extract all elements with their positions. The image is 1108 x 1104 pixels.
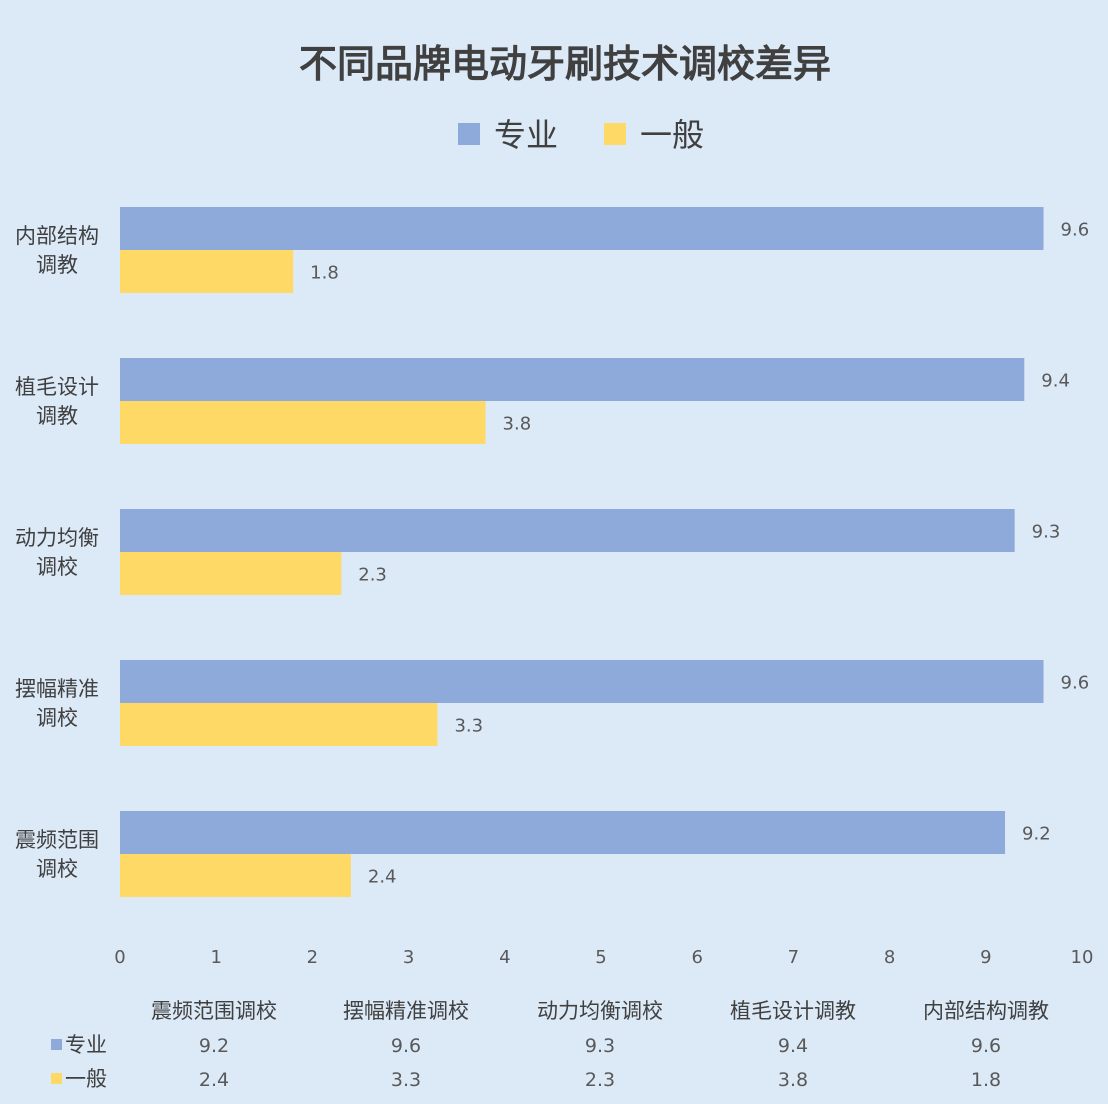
- x-tick-label-10: 10: [1071, 947, 1094, 968]
- category-label-2-0: 动力均衡: [15, 526, 99, 550]
- table-cell-0-3: 9.4: [778, 1035, 808, 1057]
- bars-group: 9.6 1.8 9.4 3.8 9.3 2.3 9.6 3.3 9.2 2.4: [120, 207, 1089, 897]
- x-tick-label-6: 6: [691, 947, 702, 968]
- value-label-0-0: 9.6: [1061, 220, 1090, 241]
- table-series-label-1: 一般: [65, 1067, 107, 1091]
- x-tick-label-8: 8: [884, 947, 895, 968]
- category-label-4-1: 调校: [36, 857, 78, 881]
- value-label-0-3: 9.6: [1061, 673, 1090, 694]
- category-label-3-0: 摆幅精准: [15, 677, 99, 701]
- bar-0-4: [120, 811, 1005, 854]
- table-header-1: 摆幅精准调校: [343, 999, 469, 1023]
- category-label-3-1: 调校: [36, 706, 78, 730]
- table-cell-1-2: 2.3: [585, 1069, 615, 1091]
- bar-1-0: [120, 250, 293, 293]
- legend-swatch-1: [604, 123, 626, 145]
- value-label-1-1: 3.8: [503, 414, 532, 435]
- table-cell-1-0: 2.4: [199, 1069, 229, 1091]
- x-tick-label-9: 9: [980, 947, 991, 968]
- table-header-0: 震频范围调校: [151, 999, 277, 1023]
- table-header-3: 植毛设计调教: [730, 999, 856, 1023]
- bar-0-2: [120, 509, 1015, 552]
- bar-1-2: [120, 552, 341, 595]
- table-header-2: 动力均衡调校: [537, 999, 663, 1023]
- table-cell-1-3: 3.8: [778, 1069, 808, 1091]
- x-axis: 0 1 2 3 4 5 6 7 8 9 10: [114, 947, 1093, 968]
- table-cell-0-2: 9.3: [585, 1035, 615, 1057]
- bar-1-4: [120, 854, 351, 897]
- value-label-1-2: 2.3: [358, 565, 387, 586]
- bar-0-3: [120, 660, 1044, 703]
- category-label-2-1: 调校: [36, 555, 78, 579]
- category-label-4-0: 震频范围: [15, 828, 99, 852]
- legend: 专业 一般: [458, 116, 704, 154]
- table-cell-1-1: 3.3: [391, 1069, 421, 1091]
- table-cell-1-4: 1.8: [971, 1069, 1001, 1091]
- bar-1-3: [120, 703, 437, 746]
- table-cell-0-4: 9.6: [971, 1035, 1001, 1057]
- x-tick-label-4: 4: [499, 947, 510, 968]
- legend-swatch-0: [458, 123, 480, 145]
- x-tick-label-0: 0: [114, 947, 125, 968]
- value-label-0-4: 9.2: [1022, 824, 1051, 845]
- table-cell-0-0: 9.2: [199, 1035, 229, 1057]
- category-label-0-1: 调教: [36, 253, 78, 277]
- legend-label-1: 一般: [640, 116, 704, 154]
- category-label-0-0: 内部结构: [15, 224, 99, 248]
- value-label-0-1: 9.4: [1041, 371, 1070, 392]
- bar-1-1: [120, 401, 486, 444]
- x-tick-label-3: 3: [403, 947, 414, 968]
- value-label-1-0: 1.8: [310, 263, 339, 284]
- table-legend-swatch-1: [51, 1073, 62, 1084]
- x-tick-label-5: 5: [595, 947, 606, 968]
- x-tick-label-2: 2: [307, 947, 318, 968]
- category-label-1-0: 植毛设计: [15, 375, 99, 399]
- value-label-1-3: 3.3: [454, 716, 483, 737]
- table-header-4: 内部结构调教: [923, 999, 1049, 1023]
- table-cell-0-1: 9.6: [391, 1035, 421, 1057]
- chart-title: 不同品牌电动牙刷技术调校差异: [299, 42, 831, 86]
- value-label-0-2: 9.3: [1032, 522, 1061, 543]
- legend-label-0: 专业: [494, 116, 558, 154]
- table-series-label-0: 专业: [65, 1033, 107, 1057]
- x-tick-label-7: 7: [788, 947, 799, 968]
- bar-0-0: [120, 207, 1044, 250]
- category-label-1-1: 调教: [36, 404, 78, 428]
- value-label-1-4: 2.4: [368, 867, 397, 888]
- table-legend-swatch-0: [51, 1039, 62, 1050]
- x-tick-label-1: 1: [210, 947, 221, 968]
- bar-0-1: [120, 358, 1024, 401]
